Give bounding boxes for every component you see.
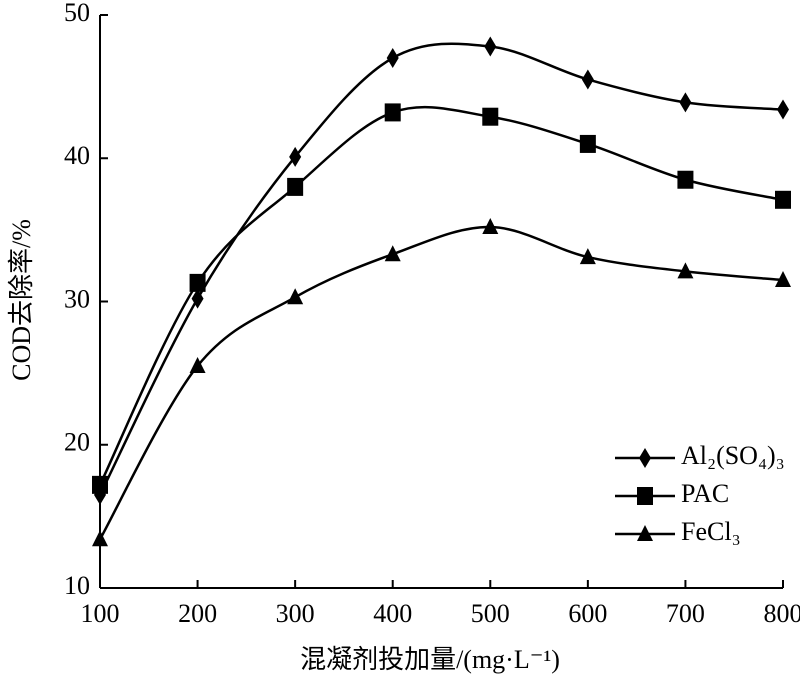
data-point xyxy=(92,530,108,547)
y-axis-label: COD去除率/% xyxy=(7,219,36,381)
y-tick-label: 40 xyxy=(64,141,90,170)
legend-marker xyxy=(637,525,653,541)
y-tick-label: 10 xyxy=(64,571,90,600)
x-tick-label: 800 xyxy=(764,599,800,628)
x-tick-label: 600 xyxy=(568,599,607,628)
data-point xyxy=(777,99,789,120)
data-point xyxy=(579,248,596,265)
data-point xyxy=(191,288,204,309)
x-tick-label: 200 xyxy=(178,599,217,628)
y-tick-label: 20 xyxy=(64,428,90,457)
x-tick-label: 400 xyxy=(373,599,412,628)
data-point xyxy=(287,177,304,196)
data-point xyxy=(287,288,304,305)
x-tick-label: 300 xyxy=(276,599,315,628)
legend-marker xyxy=(637,487,653,505)
legend-label: Al₂(SO₄)₃ xyxy=(681,441,785,470)
data-point xyxy=(189,273,206,292)
data-point xyxy=(482,107,499,126)
data-point xyxy=(677,170,694,189)
data-point xyxy=(679,92,692,113)
data-point xyxy=(92,475,108,494)
x-tick-label: 100 xyxy=(81,599,120,628)
data-point xyxy=(775,190,791,209)
series-line xyxy=(98,42,784,496)
data-point xyxy=(289,146,302,167)
y-tick-label: 50 xyxy=(64,0,90,27)
data-point xyxy=(386,47,399,68)
data-point xyxy=(677,262,694,279)
legend-label: PAC xyxy=(681,479,729,508)
series-line xyxy=(98,105,784,486)
data-point xyxy=(189,356,206,373)
legend-label: FeCl₃ xyxy=(681,517,741,546)
data-point xyxy=(384,245,401,262)
legend-marker xyxy=(639,448,651,468)
y-tick-label: 30 xyxy=(64,284,90,313)
x-axis-label: 混凝剂投加量/(mg·L⁻¹) xyxy=(300,645,560,674)
x-tick-label: 500 xyxy=(471,599,510,628)
data-point xyxy=(484,36,497,57)
data-point xyxy=(384,103,401,122)
data-point xyxy=(482,218,499,235)
x-tick-label: 700 xyxy=(666,599,705,628)
data-point xyxy=(775,271,791,288)
data-point xyxy=(579,134,596,153)
data-point xyxy=(581,69,594,90)
